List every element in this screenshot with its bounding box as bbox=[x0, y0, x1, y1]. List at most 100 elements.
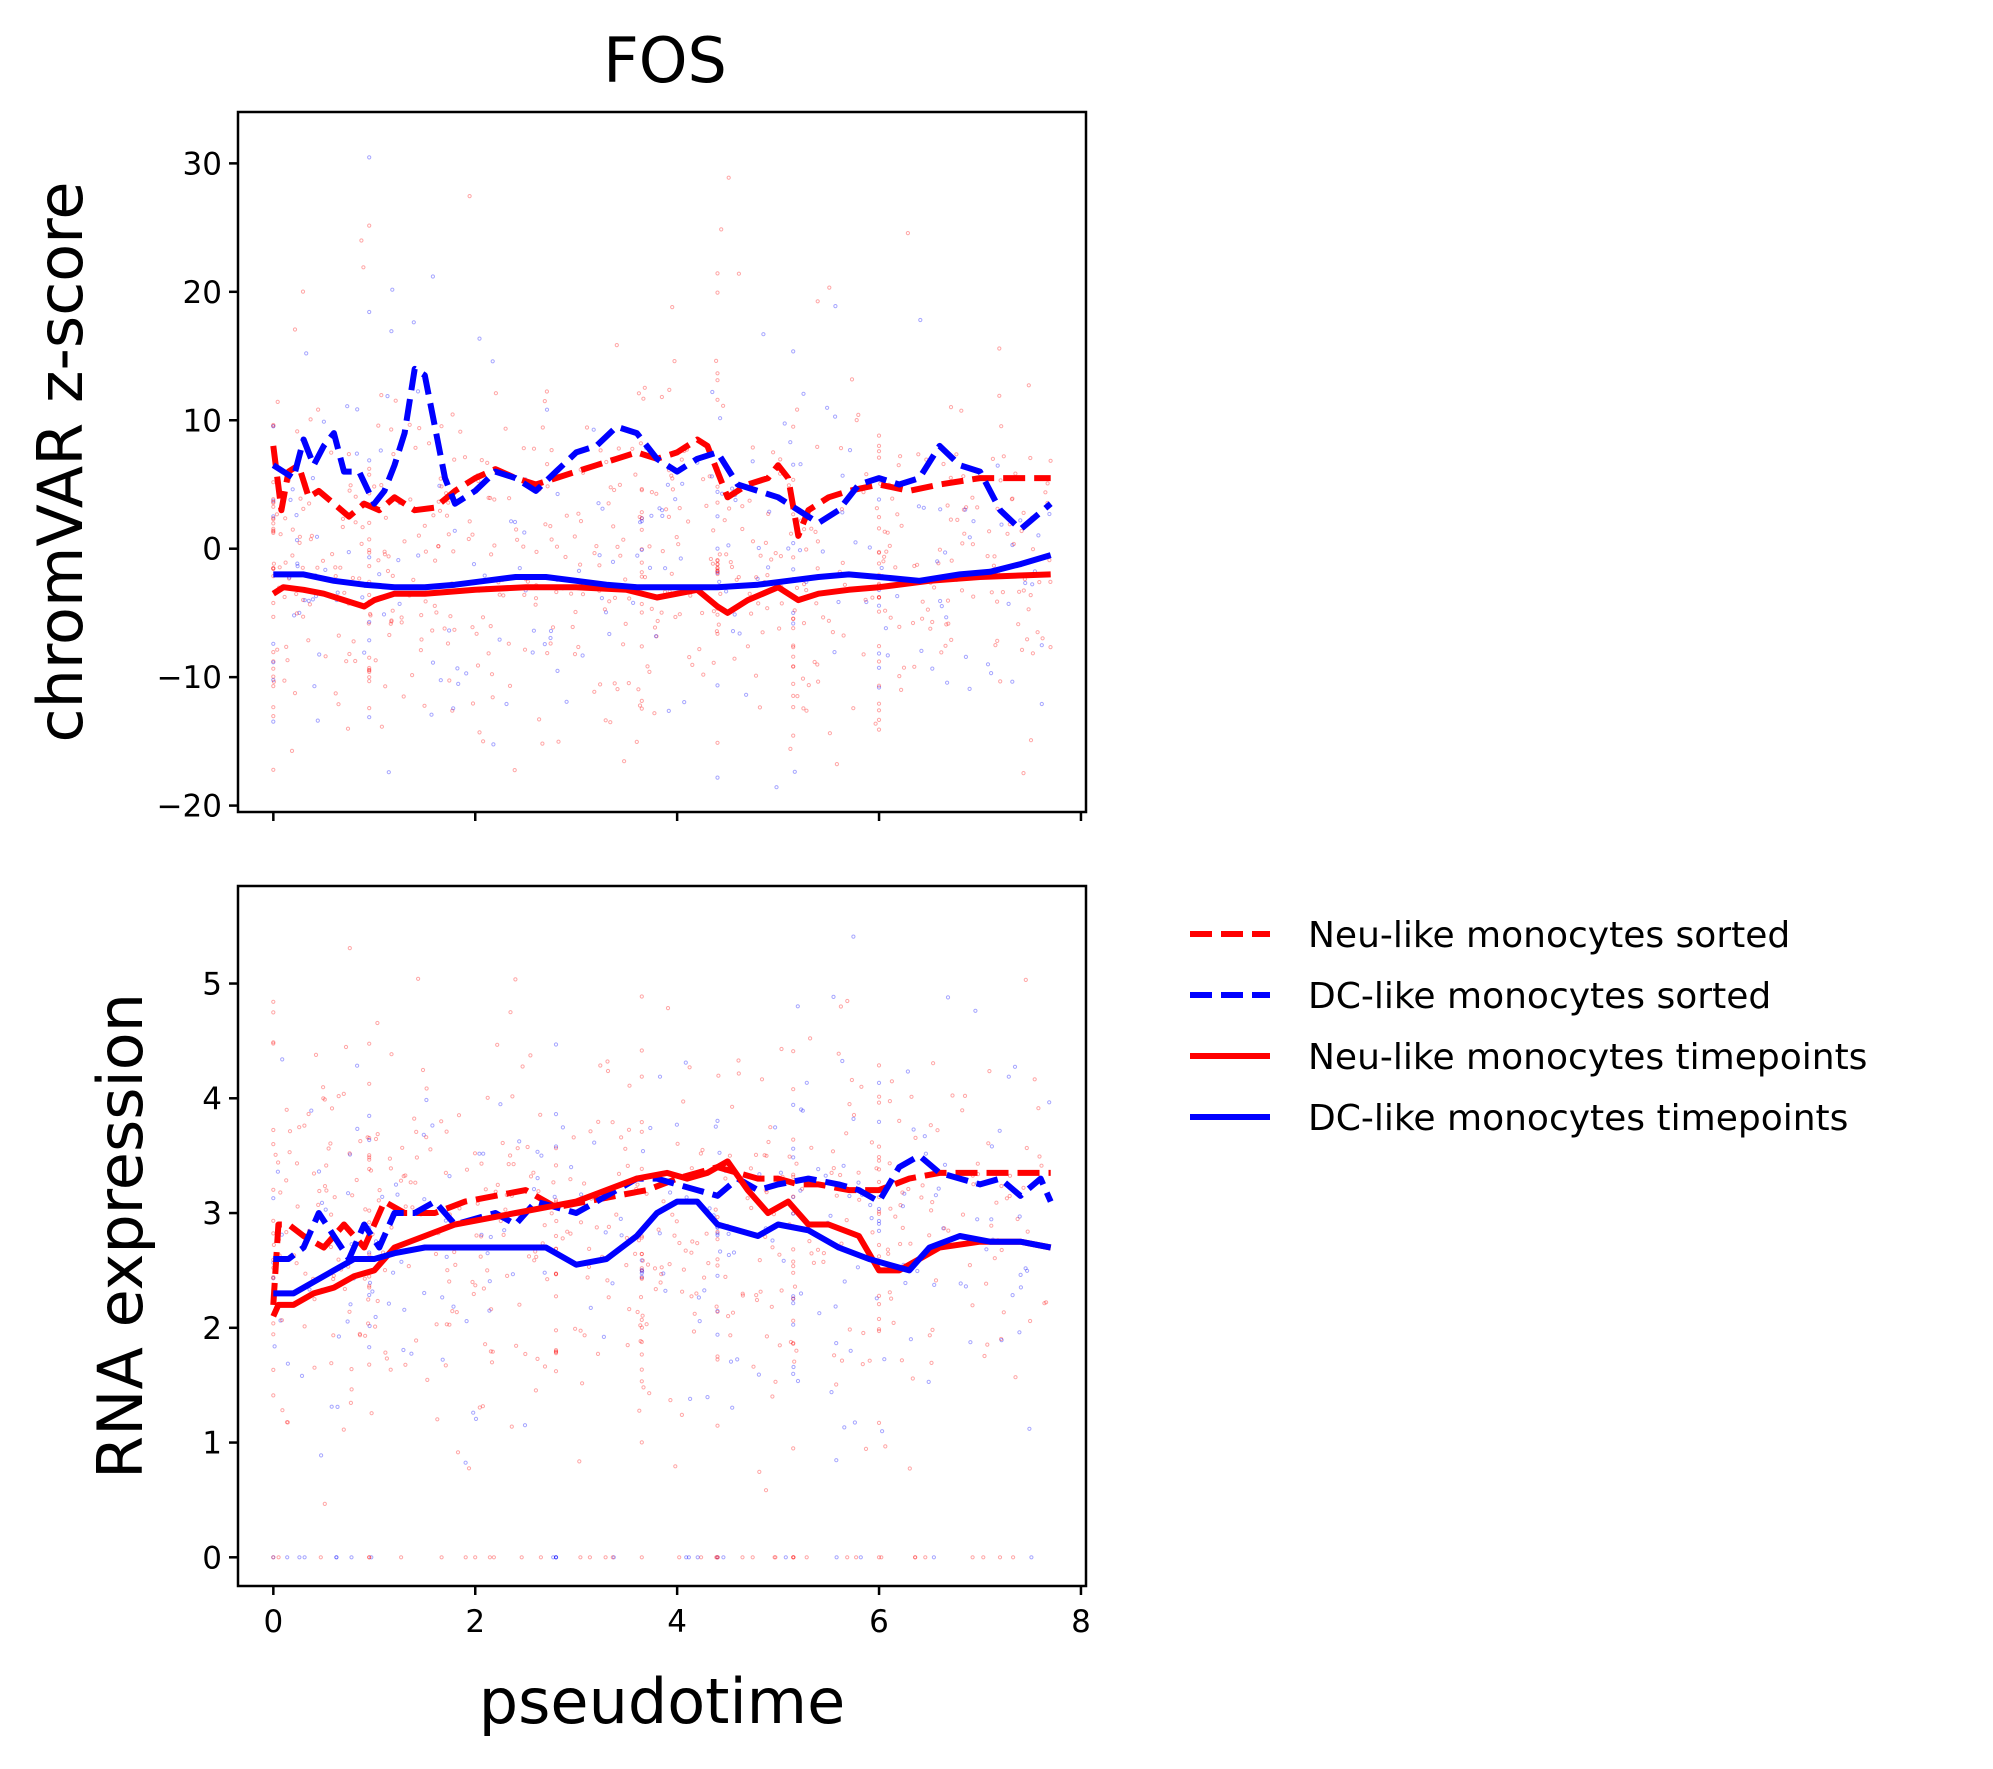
rna-scatter-point bbox=[834, 1341, 839, 1346]
rna-scatter-point bbox=[791, 1211, 796, 1216]
chromvar-scatter-point bbox=[639, 574, 644, 579]
rna-scatter-point bbox=[715, 1229, 720, 1234]
chromvar-scatter-point bbox=[833, 414, 838, 419]
rna-scatter-point bbox=[271, 1393, 276, 1398]
chromvar-scatter-point bbox=[271, 514, 276, 519]
rna-scatter-point bbox=[577, 1459, 582, 1464]
chromvar-scatter-point bbox=[470, 532, 475, 537]
chromvar-scatter-point bbox=[801, 706, 806, 711]
rna-scatter-point bbox=[271, 1367, 276, 1373]
chromvar-scatter-point bbox=[815, 566, 820, 571]
chromvar-scatter-point bbox=[534, 549, 539, 555]
chromvar-scatter-point bbox=[367, 472, 372, 477]
chromvar-scatter-point bbox=[294, 591, 299, 597]
rna-scatter-point bbox=[899, 1358, 905, 1363]
rna-scatter-point bbox=[409, 1351, 414, 1356]
rna-scatter-point bbox=[478, 1254, 483, 1259]
chromvar-scatter-point bbox=[715, 562, 720, 567]
chromvar-scatter-point bbox=[563, 554, 568, 560]
rna-scatter-point bbox=[960, 1212, 966, 1217]
chromvar-scatter-point bbox=[576, 644, 581, 650]
rna-scatter-point bbox=[495, 1042, 500, 1047]
chromvar-scatter-point bbox=[832, 650, 837, 655]
rna-scatter-point bbox=[273, 1152, 278, 1157]
chromvar-scatter-point bbox=[271, 674, 276, 679]
chromvar-scatter-point bbox=[721, 403, 726, 408]
rna-scatter-point bbox=[367, 1252, 372, 1257]
chromvar-scatter-point bbox=[995, 638, 1000, 644]
chromvar-scatter-point bbox=[876, 526, 882, 531]
rna-scatter-point bbox=[329, 1361, 334, 1366]
chromvar-scatter-point bbox=[436, 544, 441, 549]
chromvar-scatter-point bbox=[728, 560, 733, 565]
chromvar-scatter-point bbox=[439, 424, 444, 429]
rna-series-dc-like-monocytes-timepoints bbox=[273, 1198, 1052, 1297]
chromvar-scatter-point bbox=[915, 562, 920, 567]
chromvar-scatter-point bbox=[367, 537, 372, 542]
chromvar-scatter-point bbox=[930, 666, 935, 671]
rna-scatter-point bbox=[927, 1233, 932, 1238]
rna-scatter-point bbox=[535, 1149, 540, 1154]
chromvar-scatter-point bbox=[885, 530, 890, 535]
chromvar-scatter-point bbox=[302, 598, 307, 603]
chromvar-scatter-point bbox=[288, 497, 293, 502]
chromvar-scatter-point bbox=[342, 590, 347, 595]
chromvar-scatter-point bbox=[876, 497, 882, 502]
rna-scatter-point bbox=[587, 1555, 593, 1560]
chromvar-scatter-point bbox=[744, 692, 749, 697]
rna-scatter-point bbox=[1015, 1216, 1020, 1222]
chromvar-scatter-point bbox=[611, 524, 616, 529]
rna-scatter-point bbox=[1018, 1285, 1024, 1290]
chromvar-scatter-point bbox=[481, 739, 486, 744]
chromvar-scatter-point bbox=[921, 505, 926, 510]
chromvar-scatter-point bbox=[452, 627, 457, 632]
rna-scatter-point bbox=[284, 1230, 289, 1235]
rna-scatter-point bbox=[450, 1309, 455, 1314]
rna-scatter-point bbox=[463, 1555, 468, 1560]
rna-scatter-point bbox=[876, 1218, 882, 1224]
chromvar-scatter-point bbox=[678, 556, 683, 561]
chromvar-scatter-point bbox=[876, 701, 882, 706]
chromvar-scatter-point bbox=[531, 628, 537, 633]
chromvar-scatter-point bbox=[791, 477, 796, 482]
chromvar-scatter-point bbox=[821, 615, 826, 620]
rna-scatter-point bbox=[445, 1268, 450, 1273]
rna-scatter-point bbox=[331, 1276, 336, 1282]
rna-scatter-point bbox=[523, 1351, 528, 1357]
rna-scatter-point bbox=[302, 1555, 307, 1560]
rna-scatter-point bbox=[1010, 1293, 1015, 1298]
rna-scatter-point bbox=[367, 1137, 372, 1143]
chromvar-scatter-point bbox=[714, 629, 720, 634]
chromvar-scatter-point bbox=[765, 606, 770, 611]
rna-scatter-point bbox=[779, 1046, 784, 1052]
chromvar-scatter-point bbox=[839, 507, 845, 512]
rna-scatter-point bbox=[347, 1152, 353, 1157]
rna-x-tick-label: 8 bbox=[1071, 1604, 1091, 1640]
rna-scatter-point bbox=[585, 1275, 590, 1280]
rna-scatter-point bbox=[834, 1382, 839, 1387]
chromvar-scatter-point bbox=[522, 530, 527, 535]
chromvar-scatter-point bbox=[930, 619, 935, 625]
rna-scatter-point bbox=[677, 1240, 682, 1246]
rna-scatter-point bbox=[726, 1231, 731, 1237]
chromvar-scatter-point bbox=[715, 612, 720, 617]
chromvar-scatter-point bbox=[471, 562, 477, 567]
chromvar-scatter-point bbox=[682, 700, 687, 705]
chromvar-scatter-point bbox=[1005, 531, 1010, 536]
rna-scatter-point bbox=[443, 1363, 448, 1368]
chromvar-scatter-point bbox=[734, 577, 739, 582]
chromvar-scatter-point bbox=[674, 535, 679, 540]
chromvar-scatter-point bbox=[597, 563, 602, 568]
chromvar-scatter-point bbox=[564, 513, 569, 518]
chromvar-scatter-point bbox=[985, 662, 991, 667]
chromvar-scatter-point bbox=[876, 595, 882, 600]
rna-scatter-point bbox=[689, 1250, 694, 1255]
rna-scatter-point bbox=[686, 1555, 692, 1560]
rna-scatter-point bbox=[715, 1231, 720, 1236]
chromvar-scatter-point bbox=[367, 669, 372, 675]
chromvar-scatter-point bbox=[569, 591, 574, 596]
chromvar-scatter-point bbox=[627, 596, 632, 601]
rna-scatter-point bbox=[336, 1334, 341, 1339]
chromvar-scatter-point bbox=[367, 548, 372, 553]
